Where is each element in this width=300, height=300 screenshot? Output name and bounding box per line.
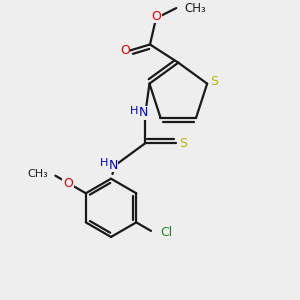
Text: H: H [130,106,138,116]
Text: N: N [139,106,148,119]
Text: H: H [100,158,108,168]
Text: O: O [120,44,130,57]
Text: CH₃: CH₃ [184,2,206,15]
Text: S: S [179,136,187,150]
Text: O: O [151,10,161,23]
Text: S: S [210,75,218,88]
Text: O: O [63,177,73,190]
Text: N: N [108,159,118,172]
Text: Cl: Cl [160,226,172,239]
Text: CH₃: CH₃ [27,169,48,178]
